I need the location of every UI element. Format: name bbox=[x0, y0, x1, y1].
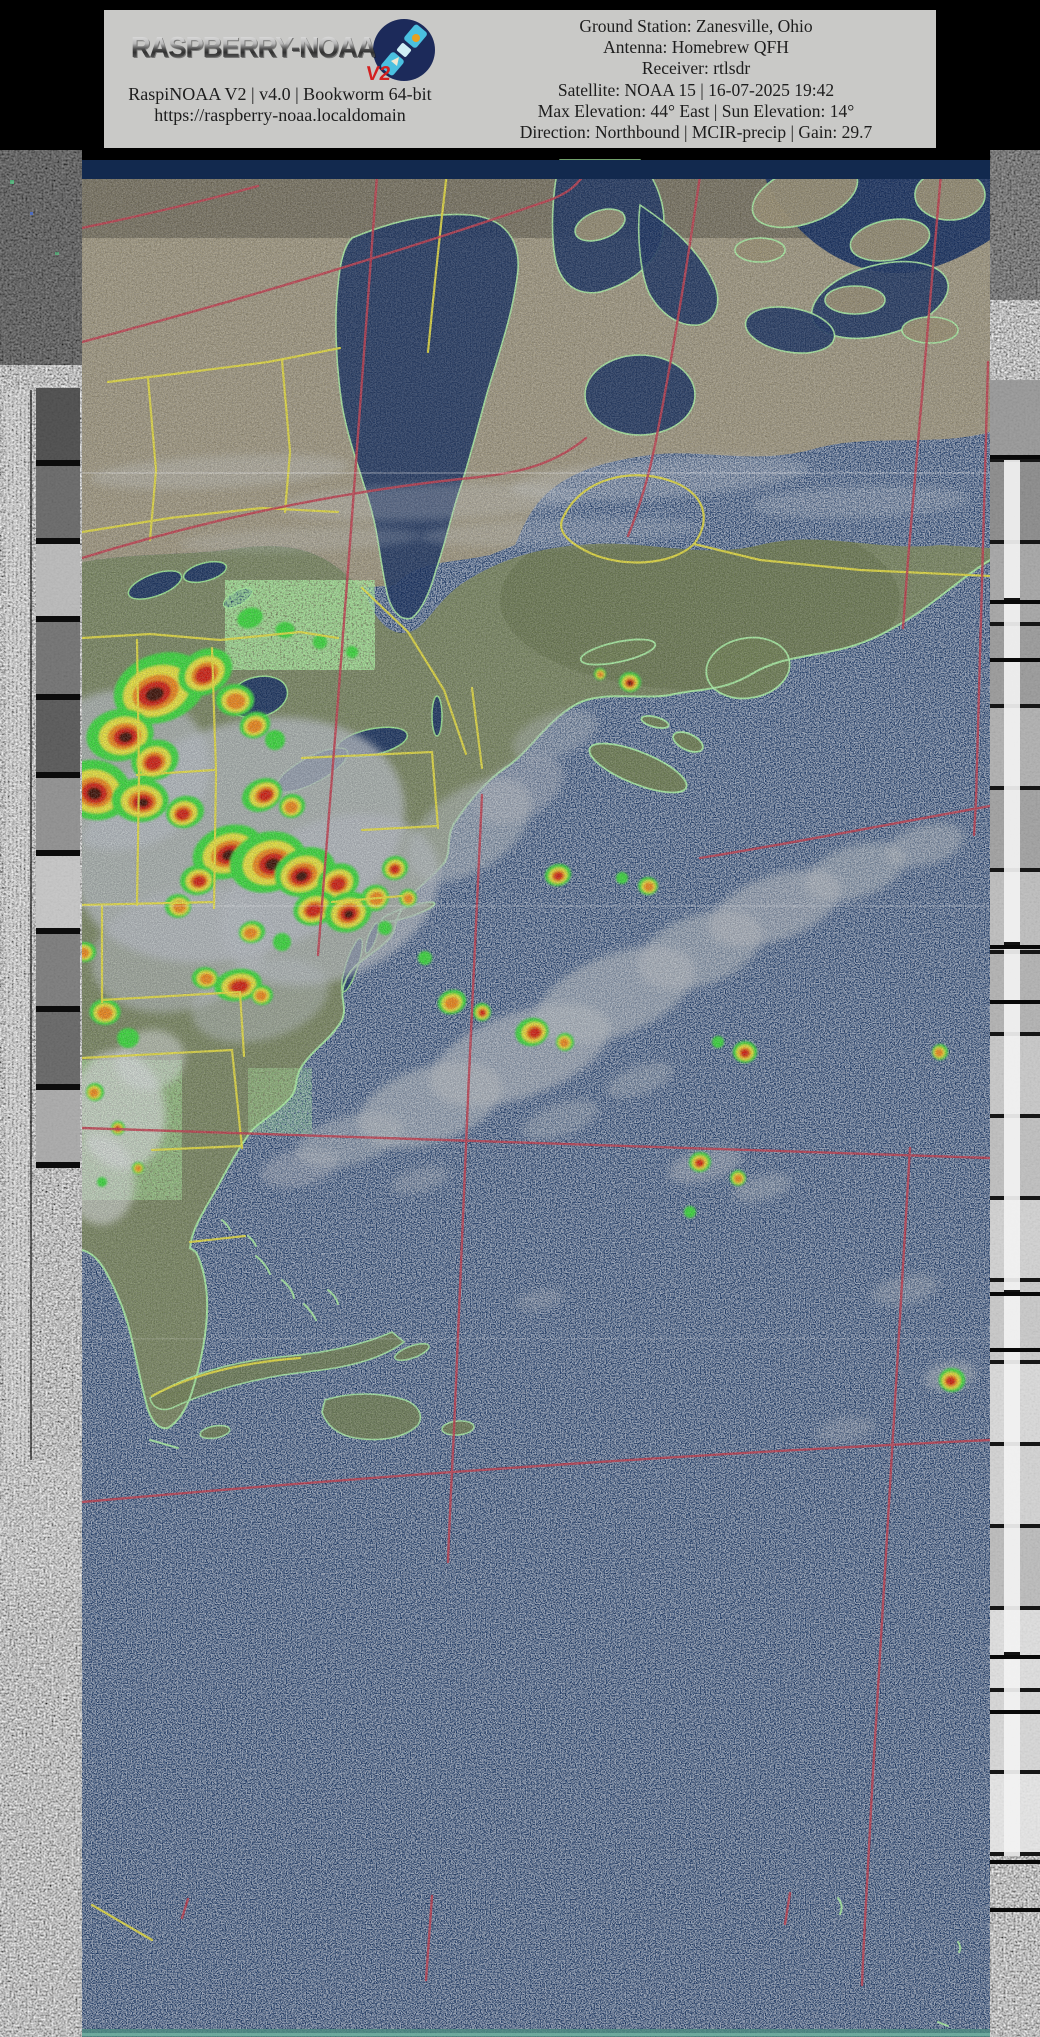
direction-line: Direction: Northbound | MCIR-precip | Ga… bbox=[519, 122, 873, 143]
satellite-logo-icon bbox=[373, 19, 436, 81]
right-telemetry-strip bbox=[990, 455, 1040, 1912]
ground-station-line: Ground Station: Zanesville, Ohio bbox=[579, 16, 813, 36]
satellite-line: Satellite: NOAA 15 | 16-07-2025 19:42 bbox=[557, 79, 835, 100]
branding-block: RASPBERRY-NOAA V2 RaspiNOAA V2 | v4.0 | … bbox=[104, 10, 456, 148]
image-top-bar bbox=[82, 160, 990, 179]
build-info: RaspiNOAA V2 | v4.0 | Bookworm 64-bit bbox=[128, 84, 432, 104]
capture-header-panel: RASPBERRY-NOAA V2 RaspiNOAA V2 | v4.0 | … bbox=[104, 10, 936, 148]
elevation-line: Max Elevation: 44° East | Sun Elevation:… bbox=[537, 100, 855, 121]
logo-brand-text: RASPBERRY-NOAA bbox=[130, 31, 377, 64]
raspberry-noaa-logo: RASPBERRY-NOAA V2 bbox=[104, 12, 456, 85]
logo-version-badge: V2 bbox=[364, 63, 392, 85]
mcir-precip-map bbox=[82, 159, 990, 2037]
station-url: https://raspberry-noaa.localdomain bbox=[154, 105, 406, 125]
antenna-line: Antenna: Homebrew QFH bbox=[603, 37, 789, 58]
left-telemetry-wedges bbox=[36, 388, 80, 1168]
capture-metadata: Ground Station: Zanesville, Ohio Antenna… bbox=[456, 10, 936, 148]
right-bar-separators bbox=[990, 455, 1040, 1912]
film-grain-dark bbox=[82, 160, 990, 2037]
sync-stripes bbox=[6, 390, 28, 1460]
receiver-line: Receiver: rtlsdr bbox=[641, 58, 751, 79]
